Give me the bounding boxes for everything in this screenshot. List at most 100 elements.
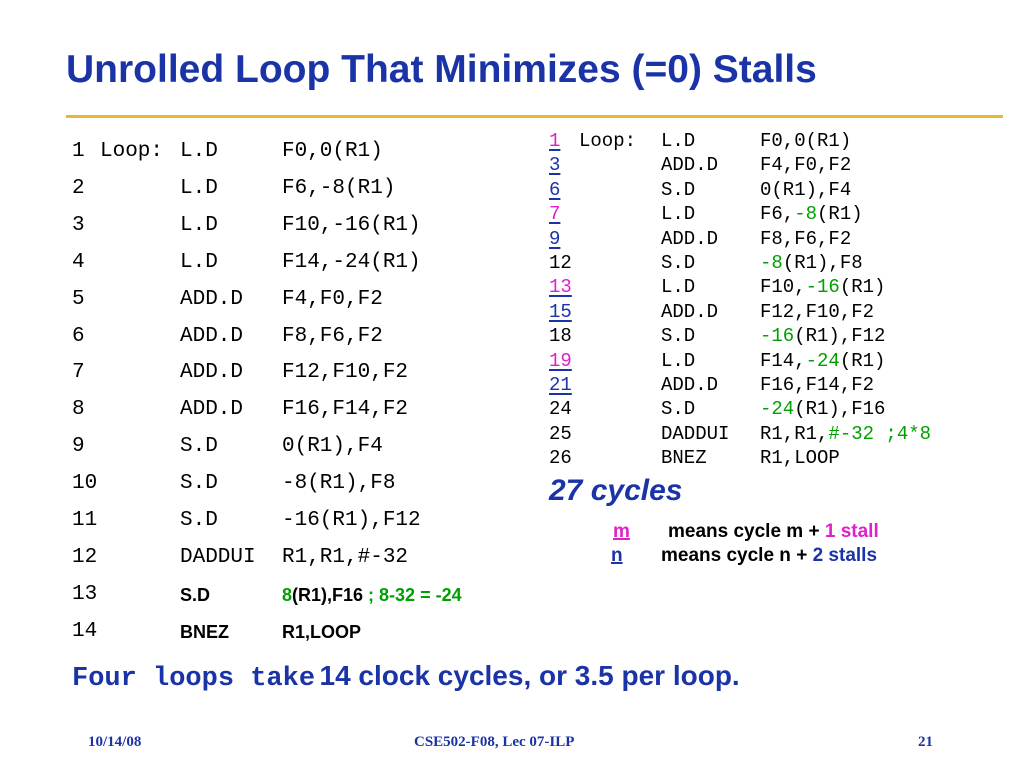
opcode: S.D xyxy=(661,178,696,201)
cycle-number: 18 xyxy=(549,325,572,348)
operand-highlight: -16 xyxy=(760,325,795,348)
operand-highlight: #-32 xyxy=(828,422,875,445)
operands: -8(R1),F8 xyxy=(760,252,863,274)
cycle-number: 21 xyxy=(549,374,572,396)
right-listing-row: 26 BNEZ R1,LOOP xyxy=(549,447,999,471)
operands: F14,-24(R1) xyxy=(282,250,421,274)
code-comment: ; 8-32 = -24 xyxy=(368,584,462,605)
footer-page: 21 xyxy=(918,734,933,750)
left-listing-row: 4 L.D F14,-24(R1) xyxy=(72,251,512,285)
operand-part: (R1) xyxy=(839,349,886,372)
operands: F8,F6,F2 xyxy=(760,228,851,250)
loop-label: Loop: xyxy=(100,140,164,163)
operands: F4,F0,F2 xyxy=(760,154,851,176)
operands: R1,R1,#-32 xyxy=(282,545,409,569)
operand-highlight: -8 xyxy=(760,252,783,274)
left-listing-row: 3 L.D F10,-16(R1) xyxy=(72,214,512,248)
title-divider xyxy=(66,115,1003,118)
left-listing-row: 11 S.D -16(R1),F12 xyxy=(72,509,512,543)
operand-offset: 8 xyxy=(282,584,293,605)
summary-mono: Four loops take xyxy=(72,664,316,694)
line-number: 3 xyxy=(72,213,85,237)
opcode: DADDUI xyxy=(180,545,256,569)
legend-two-stalls: n means cycle n + 2 stalls xyxy=(611,545,971,569)
footer-date: 10/14/08 xyxy=(88,734,142,750)
right-listing-row: 18 S.D -16(R1),F12 xyxy=(549,325,999,349)
operand-part: (R1),F16 xyxy=(794,398,886,421)
cycle-number: 7 xyxy=(549,203,561,226)
legend-m-text: means cycle m + 1 stall xyxy=(668,521,879,542)
operands: -16(R1),F12 xyxy=(282,509,421,532)
cycle-number: 12 xyxy=(549,252,572,274)
operands: 8(R1),F16 ; 8-32 = -24 xyxy=(282,585,462,606)
opcode: S.D xyxy=(180,472,218,496)
operand-part: (R1) xyxy=(817,203,863,226)
operand-highlight: -24 xyxy=(805,349,840,372)
opcode: ADD.D xyxy=(661,374,719,396)
line-number: 12 xyxy=(72,545,98,569)
opcode: S.D xyxy=(661,398,696,421)
operand-part: F0,0(R1) xyxy=(760,130,852,152)
right-listing-row: 24 S.D -24(R1),F16 xyxy=(549,398,999,422)
operands: -8(R1),F8 xyxy=(282,472,396,496)
opcode: S.D xyxy=(661,252,696,274)
operands: -24(R1),F16 xyxy=(760,398,885,420)
right-listing-row: 25 DADDUI R1,R1,#-32 ;4*8 xyxy=(549,423,999,447)
operands: F12,F10,F2 xyxy=(282,361,409,385)
cycle-number: 6 xyxy=(549,178,561,201)
opcode: ADD.D xyxy=(180,287,244,311)
cycle-number: 3 xyxy=(549,154,561,177)
operands: F6,-8(R1) xyxy=(282,176,396,200)
operand-part: (R1),F12 xyxy=(794,325,886,348)
operand-part: F4,F0,F2 xyxy=(760,154,852,177)
legend-n-text: means cycle n + 2 stalls xyxy=(661,545,878,566)
opcode: ADD.D xyxy=(661,300,719,323)
opcode: ADD.D xyxy=(180,324,244,348)
line-number: 4 xyxy=(72,250,85,274)
loop-label: Loop: xyxy=(579,130,637,152)
footer-course: CSE502-F08, Lec 07-ILP xyxy=(414,734,575,750)
line-number: 1 xyxy=(72,140,85,163)
operands: F12,F10,F2 xyxy=(760,301,874,323)
cycle-number: 24 xyxy=(549,398,572,421)
operand-part: R1,R1, xyxy=(760,422,829,445)
right-listing-row: 13 L.D F10,-16(R1) xyxy=(549,276,999,300)
cycle-number: 26 xyxy=(549,447,572,470)
opcode: L.D xyxy=(661,349,696,372)
right-listing-row: 19 L.D F14,-24(R1) xyxy=(549,350,999,374)
operands: R1,R1,#-32 ;4*8 xyxy=(760,423,931,445)
legend-m-stall: 1 stall xyxy=(824,521,879,542)
left-listing-row: 1 Loop: L.D F0,0(R1) xyxy=(72,140,512,174)
cycle-number: 13 xyxy=(549,276,572,299)
opcode: ADD.D xyxy=(661,227,719,250)
operands: F14,-24(R1) xyxy=(760,350,885,372)
left-listing-row: 7 ADD.D F12,F10,F2 xyxy=(72,361,512,395)
cycle-number: 19 xyxy=(549,349,572,372)
line-number: 9 xyxy=(72,435,85,459)
operand-highlight: -24 xyxy=(760,398,795,421)
opcode: L.D xyxy=(180,250,218,274)
opcode: ADD.D xyxy=(180,398,244,422)
left-listing-row: 10 S.D -8(R1),F8 xyxy=(72,472,512,506)
operand-part: F10, xyxy=(760,276,806,299)
operands: -16(R1),F12 xyxy=(760,325,885,347)
opcode: L.D xyxy=(180,213,218,237)
left-listing-row: 5 ADD.D F4,F0,F2 xyxy=(72,288,512,322)
opcode: S.D xyxy=(180,584,211,605)
operand-part: F6, xyxy=(760,203,795,226)
line-number: 2 xyxy=(72,176,85,200)
legend-m-key: m xyxy=(613,521,630,542)
operands: F16,F14,F2 xyxy=(282,398,409,422)
slide-title: Unrolled Loop That Minimizes (=0) Stalls xyxy=(66,48,817,91)
opcode: L.D xyxy=(661,130,696,152)
operands: F10,-16(R1) xyxy=(282,213,421,237)
operand-highlight: -8 xyxy=(794,203,818,226)
right-listing-row: 7 L.D F6,-8(R1) xyxy=(549,203,999,227)
operands: F10,-16(R1) xyxy=(760,276,885,298)
left-listing-row: 6 ADD.D F8,F6,F2 xyxy=(72,325,512,359)
cycle-number: 9 xyxy=(549,227,561,250)
cycle-number: 15 xyxy=(549,300,572,323)
cycle-number: 1 xyxy=(549,130,561,152)
opcode: DADDUI xyxy=(661,422,730,445)
operand-highlight: -16 xyxy=(805,276,840,299)
